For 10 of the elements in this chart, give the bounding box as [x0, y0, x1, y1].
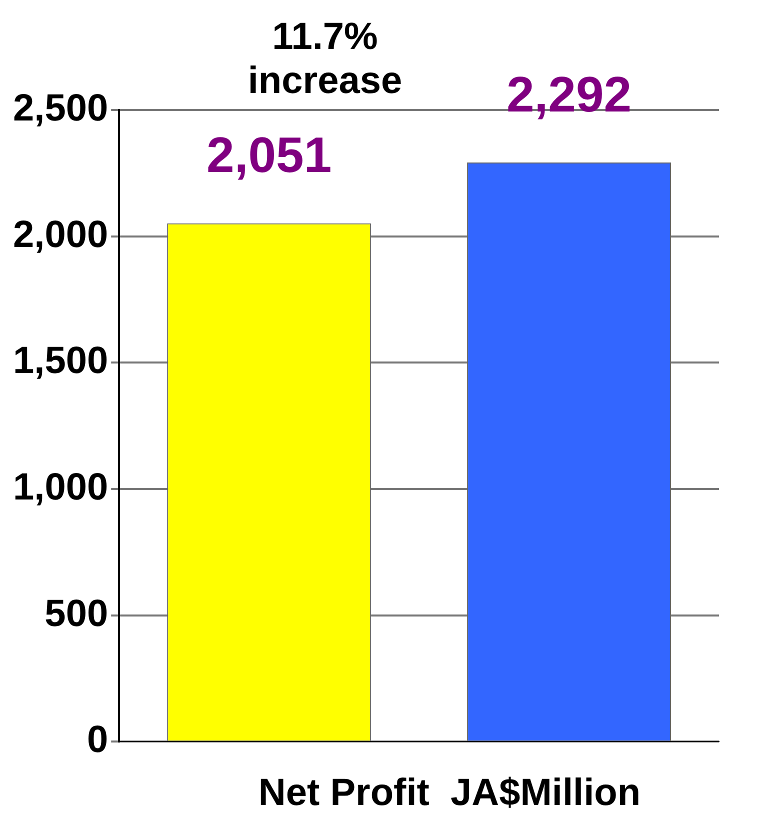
y-tick-label: 1,500: [13, 340, 108, 382]
y-tick-label: 0: [86, 719, 108, 762]
data-label: 2,292: [506, 66, 632, 122]
text: 11.7% increase: [246, 15, 404, 103]
y-tick-label: 1,000: [13, 466, 108, 508]
y-tick-label: 2,000: [13, 214, 108, 256]
data-label: 2,051: [206, 127, 332, 184]
y-tick-label: 500: [44, 592, 108, 635]
x-axis-title: Net Profit JA$Million: [257, 772, 642, 815]
y-tick-label: 2,500: [13, 87, 108, 130]
